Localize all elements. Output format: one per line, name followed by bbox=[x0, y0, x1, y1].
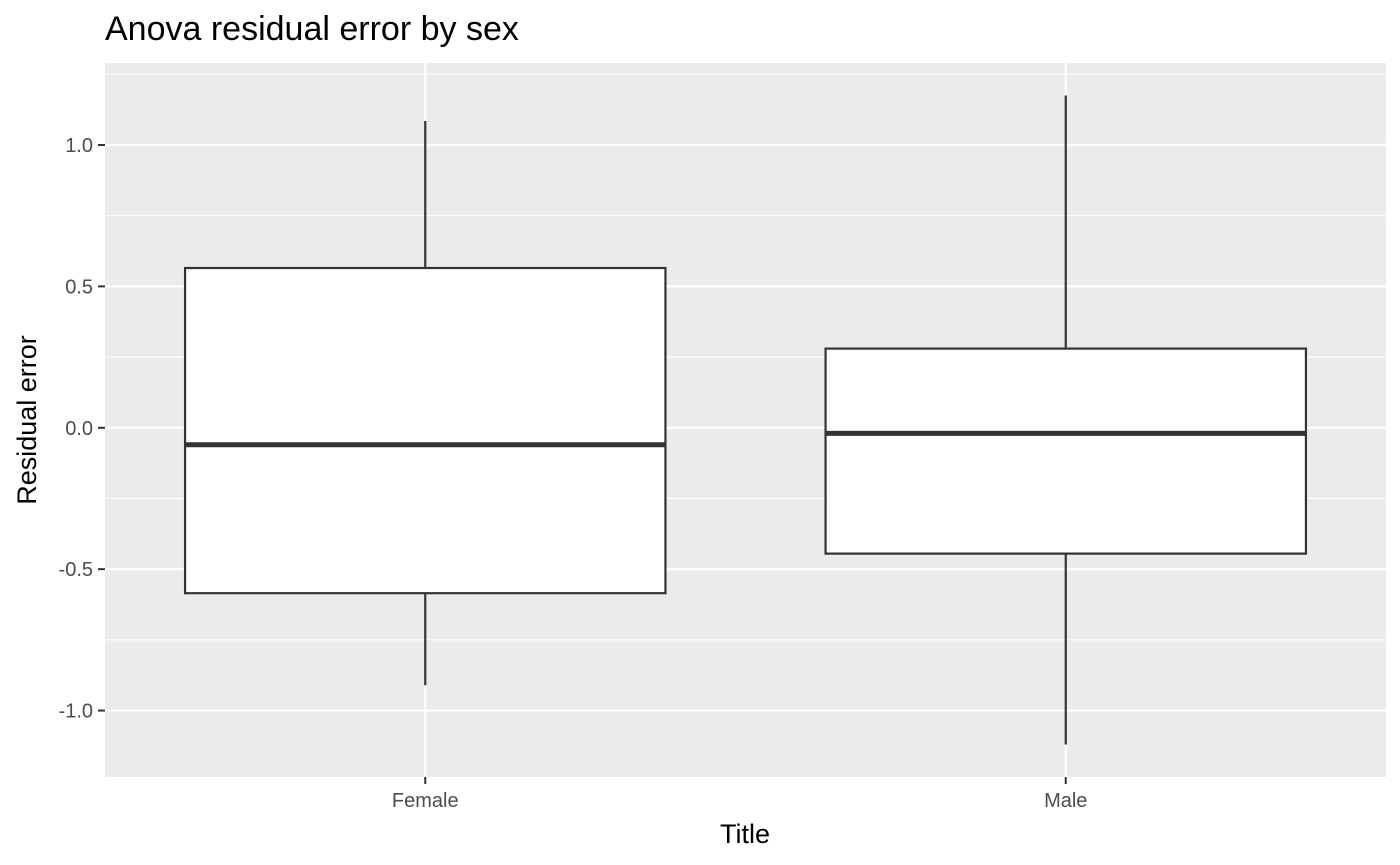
x-axis-title: Title bbox=[720, 819, 770, 849]
x-tick-label: Female bbox=[392, 790, 459, 812]
y-tick-label: -1.0 bbox=[59, 701, 93, 723]
box-female bbox=[183, 120, 667, 686]
y-tick-label: -0.5 bbox=[59, 559, 93, 581]
y-tick-label: 0.0 bbox=[65, 418, 93, 440]
box-iqr bbox=[183, 266, 667, 595]
axes-layer: -1.0 -0.5 0.0 0.5 1.0 Female Male bbox=[59, 135, 1088, 812]
y-axis-title: Residual error bbox=[12, 335, 42, 505]
x-tick-label: Male bbox=[1044, 790, 1087, 812]
y-tick-label: 0.5 bbox=[65, 276, 93, 298]
y-tick-label: 1.0 bbox=[65, 135, 93, 157]
box-male bbox=[824, 95, 1308, 745]
chart-title: Anova residual error by sex bbox=[105, 10, 519, 48]
box-iqr bbox=[824, 347, 1308, 555]
boxes-layer bbox=[183, 95, 1308, 745]
